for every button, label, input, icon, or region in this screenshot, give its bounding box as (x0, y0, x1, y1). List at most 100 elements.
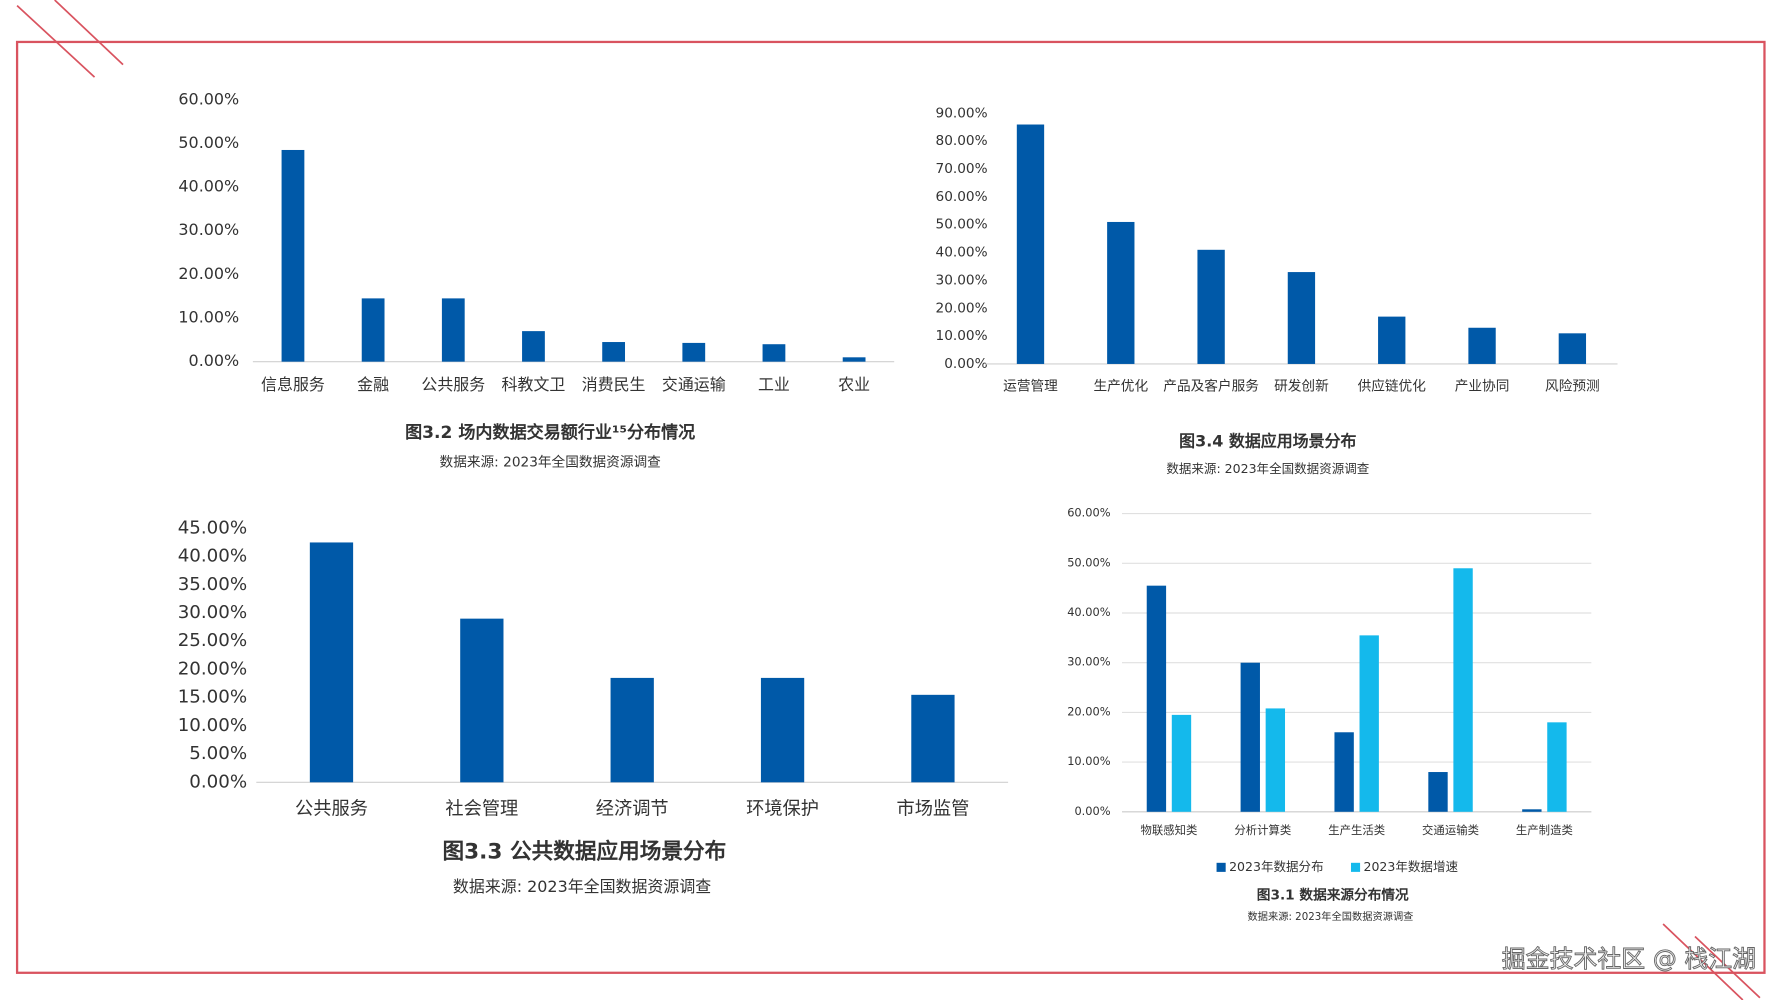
bar (760, 677, 805, 783)
y-tick-label: 60.00% (178, 89, 239, 108)
chart-subtitle: 数据来源: 2023年全国数据资源调查 (1166, 461, 1369, 476)
y-tick-label: 60.00% (936, 189, 988, 205)
y-tick-label: 30.00% (178, 220, 239, 239)
bar (361, 298, 385, 362)
y-tick-label: 40.00% (178, 177, 239, 196)
y-tick-label: 45.00% (178, 517, 247, 538)
chart-subtitle: 数据来源: 2023年全国数据资源调查 (1248, 910, 1414, 923)
bar (1171, 714, 1192, 812)
bar (1453, 568, 1473, 812)
x-tick-label: 研发创新 (1274, 379, 1329, 395)
bar (441, 298, 465, 362)
x-tick-label: 信息服务 (261, 375, 325, 394)
y-tick-label: 40.00% (178, 546, 247, 567)
bar (762, 344, 786, 362)
y-tick-label: 0.00% (1074, 804, 1110, 818)
x-tick-label: 经济调节 (596, 799, 669, 820)
chart-title: 图3.3 公共数据应用场景分布 (442, 839, 726, 865)
x-tick-label: 社会管理 (445, 799, 518, 820)
bar (1522, 809, 1542, 812)
bar (682, 342, 706, 362)
bar (309, 542, 354, 783)
y-tick-label: 10.00% (178, 308, 239, 327)
frame (15, 40, 1766, 974)
legend-swatch (1350, 862, 1361, 872)
y-tick-label: 10.00% (936, 328, 988, 344)
y-tick-label: 15.00% (178, 687, 247, 708)
decor-line (1662, 923, 1744, 1000)
y-tick-label: 30.00% (178, 602, 247, 623)
x-tick-label: 公共服务 (295, 799, 368, 820)
y-tick-label: 70.00% (936, 161, 988, 177)
bar (842, 357, 866, 362)
chart-subtitle: 数据来源: 2023年全国数据资源调查 (453, 877, 711, 896)
x-tick-label: 金融 (357, 375, 389, 394)
y-tick-label: 20.00% (936, 300, 988, 316)
bar (1468, 327, 1496, 364)
y-tick-label: 30.00% (1067, 655, 1111, 669)
y-tick-label: 20.00% (178, 658, 247, 679)
y-tick-label: 40.00% (936, 245, 988, 261)
y-tick-label: 80.00% (936, 133, 988, 149)
y-tick-label: 35.00% (178, 574, 247, 595)
x-tick-label: 风险预测 (1545, 379, 1600, 395)
x-tick-label: 运营管理 (1003, 379, 1058, 395)
x-tick-label: 交通运输类 (1422, 823, 1479, 837)
y-tick-label: 40.00% (1067, 605, 1111, 619)
legend-label: 2023年数据分布 (1229, 859, 1324, 874)
bar (610, 677, 654, 783)
x-tick-label: 生产优化 (1093, 379, 1148, 395)
x-tick-label: 产业协同 (1455, 379, 1510, 395)
x-tick-label: 交通运输 (662, 375, 726, 394)
x-tick-label: 消费民生 (582, 375, 646, 394)
bar (911, 694, 955, 783)
y-tick-label: 50.00% (1067, 555, 1111, 569)
y-tick-label: 5.00% (189, 743, 247, 764)
x-tick-label: 产品及客户服务 (1163, 378, 1259, 395)
chart-title: 图3.1 数据来源分布情况 (1257, 887, 1409, 904)
y-tick-label: 90.00% (936, 105, 988, 121)
chart-title: 图3.2 场内数据交易额行业¹⁵分布情况 (405, 422, 695, 443)
bar (1197, 249, 1225, 364)
bar (602, 342, 626, 362)
bar (1107, 221, 1135, 364)
decor-line (1694, 935, 1761, 999)
x-tick-label: 工业 (758, 375, 790, 394)
bar (1146, 585, 1167, 812)
watermark: 掘金技术社区 @ 栈江湖 (1502, 945, 1756, 973)
x-tick-label: 供应链优化 (1358, 378, 1427, 395)
y-tick-label: 10.00% (178, 715, 247, 736)
x-tick-label: 物联感知类 (1140, 823, 1197, 837)
bar (281, 149, 305, 362)
bar (1547, 722, 1567, 812)
bar (1334, 732, 1354, 812)
legend-swatch (1216, 862, 1226, 872)
x-tick-label: 市场监管 (896, 799, 969, 820)
y-tick-label: 50.00% (178, 133, 239, 152)
y-tick-label: 30.00% (936, 272, 988, 288)
y-tick-label: 20.00% (1067, 704, 1111, 718)
x-tick-label: 环境保护 (746, 799, 819, 820)
bar (1428, 772, 1448, 812)
bar (522, 331, 545, 362)
bar (1558, 333, 1587, 364)
y-tick-label: 10.00% (1067, 754, 1111, 768)
bar (460, 618, 504, 783)
bar (1359, 635, 1379, 812)
x-tick-label: 生产生活类 (1328, 823, 1385, 837)
bar (1287, 272, 1316, 364)
y-tick-label: 0.00% (944, 356, 987, 372)
y-tick-label: 20.00% (178, 264, 239, 283)
decor-line (54, 0, 124, 66)
bar (1016, 124, 1045, 364)
chart-title: 图3.4 数据应用场景分布 (1179, 432, 1356, 451)
chart-subtitle: 数据来源: 2023年全国数据资源调查 (440, 454, 662, 471)
x-tick-label: 科教文卫 (502, 375, 566, 394)
decor-line (16, 5, 96, 78)
y-tick-label: 60.00% (1067, 506, 1111, 520)
y-tick-label: 0.00% (189, 351, 240, 370)
bar (1378, 316, 1406, 364)
legend-label: 2023年数据增速 (1364, 859, 1459, 874)
